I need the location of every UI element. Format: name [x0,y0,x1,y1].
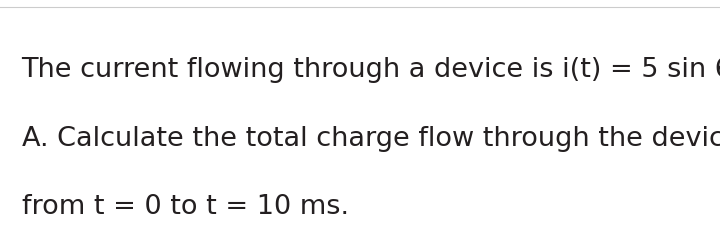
Text: The current flowing through a device is i(t) = 5 sin 6πt: The current flowing through a device is … [22,57,720,83]
Text: A. Calculate the total charge flow through the device: A. Calculate the total charge flow throu… [22,126,720,152]
Text: from t = 0 to t = 10 ms.: from t = 0 to t = 10 ms. [22,194,348,220]
